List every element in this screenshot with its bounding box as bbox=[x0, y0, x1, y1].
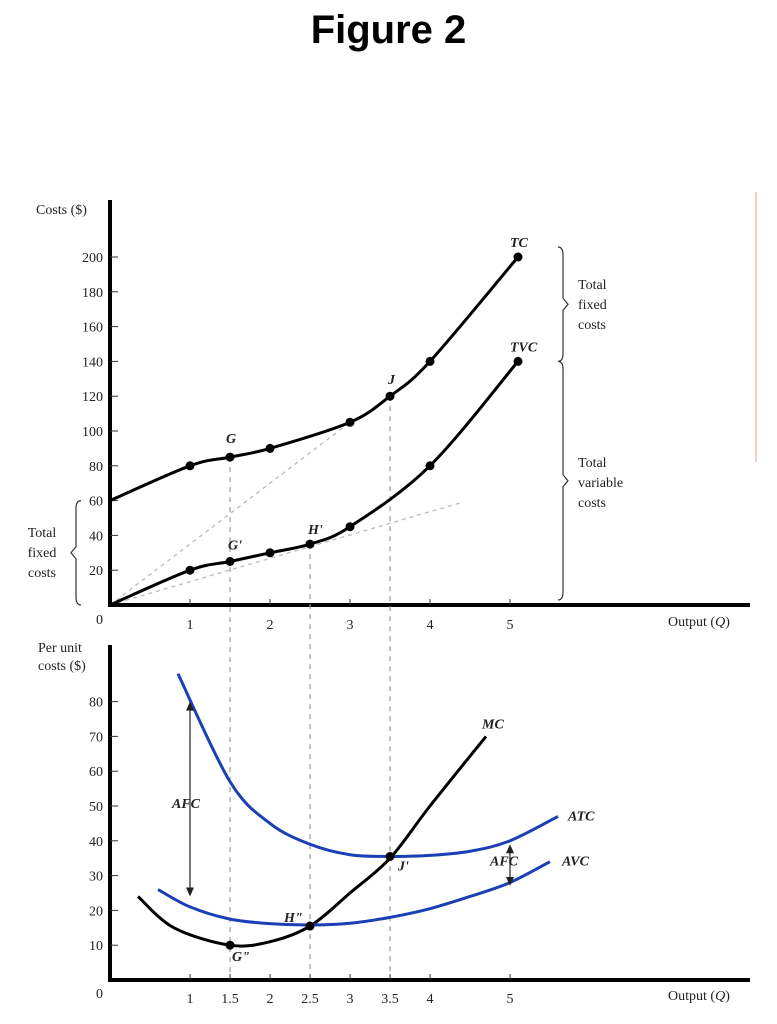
bottom-y-tick-label: 70 bbox=[89, 730, 103, 745]
figure-title: Figure 2 bbox=[310, 8, 467, 52]
top-y-tick-label: 20 bbox=[89, 564, 103, 579]
top-origin-label: 0 bbox=[96, 613, 103, 628]
bracket-label: Total bbox=[28, 526, 57, 541]
top-y-tick-label: 180 bbox=[82, 286, 103, 301]
top-x-tick-label: 4 bbox=[427, 618, 434, 633]
series-label-mc: MC bbox=[481, 717, 504, 732]
data-point bbox=[265, 548, 275, 558]
data-point bbox=[185, 565, 195, 575]
series-line-tc bbox=[109, 256, 520, 502]
top-y-tick-label: 200 bbox=[82, 251, 103, 266]
bottom-x-tick-label: 4 bbox=[427, 992, 434, 1007]
afc-label-left: AFC bbox=[171, 797, 201, 812]
bottom-y-tick-label: 30 bbox=[89, 870, 103, 885]
bottom-x-tick-label: 5 bbox=[507, 992, 514, 1007]
top-x-tick-label: 5 bbox=[507, 618, 514, 633]
bracket-right-variable bbox=[557, 360, 569, 601]
afc-arrow-right-head-top bbox=[506, 844, 514, 854]
bottom-y-axis-label-line1: Per unit bbox=[38, 641, 82, 656]
bottom-y-tick-label: 80 bbox=[89, 696, 103, 711]
bottom-x-tick-label: 2.5 bbox=[301, 992, 319, 1007]
ray-to-tc bbox=[109, 421, 351, 606]
bottom-x-axis-label: Output (Q) bbox=[668, 989, 730, 1004]
top-y-tick-label: 100 bbox=[82, 425, 103, 440]
bottom-x-tick-label: 3.5 bbox=[381, 992, 399, 1007]
data-point bbox=[345, 522, 355, 532]
bracket-label: costs bbox=[578, 318, 606, 333]
bracket-label: costs bbox=[28, 566, 56, 581]
series-label-atc: ATC bbox=[567, 809, 595, 824]
top-y-tick-label: 80 bbox=[89, 460, 103, 475]
afc-arrow-left-head-top bbox=[186, 701, 194, 711]
point-label: J bbox=[387, 373, 396, 388]
data-point bbox=[265, 443, 275, 453]
data-point bbox=[385, 851, 395, 861]
afc-arrow-left-head-bottom bbox=[186, 887, 194, 897]
bracket-label: Total bbox=[578, 278, 607, 293]
bracket-label: fixed bbox=[578, 298, 607, 313]
top-y-tick-label: 120 bbox=[82, 390, 103, 405]
afc-label-right: AFC bbox=[489, 855, 519, 870]
data-point bbox=[345, 417, 355, 427]
bracket-label: fixed bbox=[28, 546, 57, 561]
top-y-axis-label: Costs ($) bbox=[36, 203, 87, 218]
top-x-axis-label: Output (Q) bbox=[668, 615, 730, 630]
data-point bbox=[225, 557, 235, 566]
bracket-label: costs bbox=[578, 496, 606, 511]
bracket-left-fixed bbox=[70, 500, 82, 606]
series-line-atc bbox=[176, 673, 559, 858]
afc-arrow-right-head-bottom bbox=[506, 877, 514, 887]
series-label-avc: AVC bbox=[561, 855, 590, 870]
bottom-origin-label: 0 bbox=[96, 987, 103, 1002]
top-x-tick-label: 2 bbox=[267, 618, 274, 633]
bottom-x-tick-label: 1.5 bbox=[221, 992, 239, 1007]
series-line-tvc bbox=[109, 360, 520, 607]
top-y-tick-label: 160 bbox=[82, 321, 103, 336]
data-point bbox=[513, 252, 523, 262]
ray-to-tvc bbox=[109, 501, 463, 606]
point-label: J' bbox=[397, 859, 409, 874]
data-point bbox=[513, 356, 523, 366]
top-x-tick-label: 1 bbox=[187, 618, 194, 633]
top-y-tick-label: 60 bbox=[89, 495, 103, 510]
series-label-tvc: TVC bbox=[510, 340, 538, 355]
data-point bbox=[425, 356, 435, 366]
data-point bbox=[305, 539, 315, 549]
point-label: G' bbox=[228, 539, 242, 554]
series-label-tc: TC bbox=[510, 236, 529, 251]
data-point bbox=[385, 391, 395, 401]
point-label: H' bbox=[307, 523, 323, 538]
data-point bbox=[225, 452, 235, 462]
bottom-y-tick-label: 20 bbox=[89, 904, 103, 919]
data-point bbox=[225, 940, 235, 950]
bottom-x-tick-label: 1 bbox=[187, 992, 194, 1007]
point-label: G bbox=[226, 432, 236, 447]
bracket-label: variable bbox=[578, 476, 623, 491]
series-line-avc bbox=[157, 860, 551, 927]
bottom-y-tick-label: 40 bbox=[89, 835, 103, 850]
bottom-x-tick-label: 2 bbox=[267, 992, 274, 1007]
bracket-right-fixed bbox=[557, 246, 569, 362]
bottom-y-tick-label: 10 bbox=[89, 939, 103, 954]
top-y-tick-label: 40 bbox=[89, 529, 103, 544]
top-x-tick-label: 3 bbox=[347, 618, 354, 633]
point-label: G" bbox=[232, 950, 250, 965]
bottom-y-tick-label: 60 bbox=[89, 765, 103, 780]
data-point bbox=[425, 461, 435, 471]
data-point bbox=[305, 921, 315, 931]
bracket-label: Total bbox=[578, 456, 607, 471]
bottom-y-tick-label: 50 bbox=[89, 800, 103, 815]
top-y-tick-label: 140 bbox=[82, 355, 103, 370]
bottom-x-tick-label: 3 bbox=[347, 992, 354, 1007]
bottom-y-axis-label-line2: costs ($) bbox=[38, 659, 86, 674]
point-label: H" bbox=[283, 911, 303, 926]
data-point bbox=[185, 461, 195, 471]
